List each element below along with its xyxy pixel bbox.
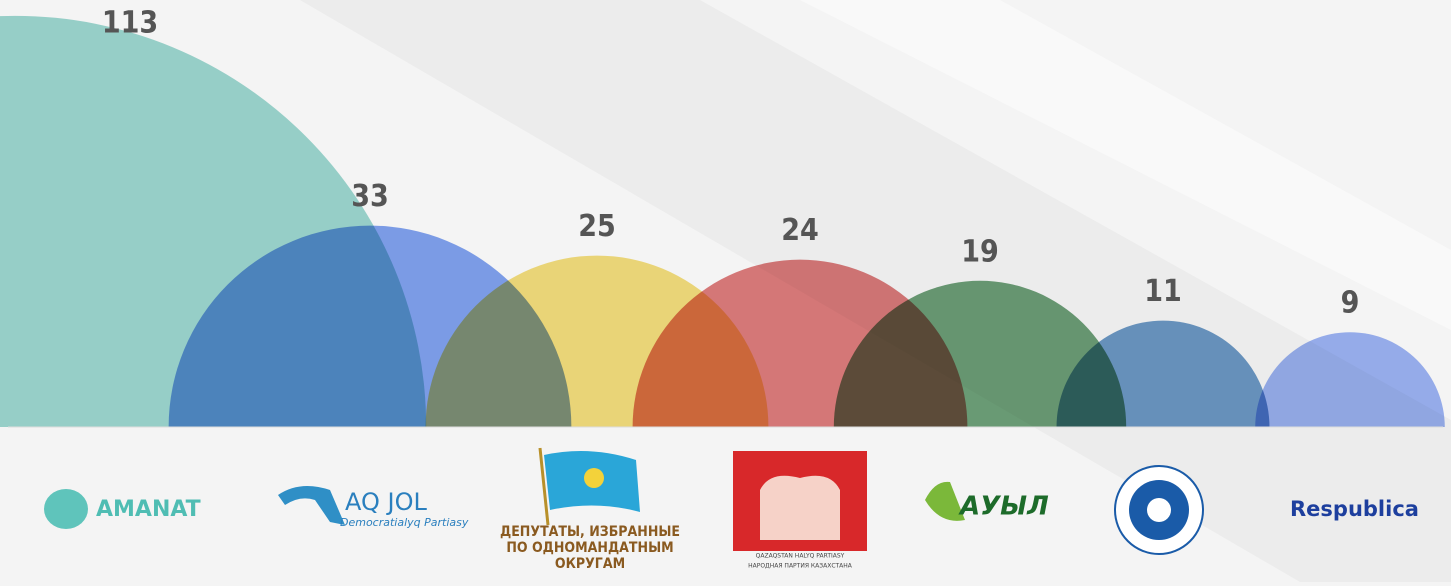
semicircle [833,280,1127,427]
value-label: 33 [351,179,389,214]
value-label: 9 [1341,286,1360,321]
party-label: Respublica [1290,497,1419,521]
semicircle [1056,320,1270,427]
party-label: QAZAQSTAN HALYQ PARTIASY [756,553,845,560]
value-labels: 113 33 25 24 19 11 9 [102,6,1360,321]
value-label: 113 [102,6,158,41]
democratic-icon-center [1147,498,1171,522]
flag-sun [584,468,604,488]
value-label: 11 [1144,274,1182,309]
plot [0,15,1445,427]
fists [760,475,840,540]
party-label: АУЫЛ [958,492,1049,522]
value-label: 25 [578,209,616,244]
aqjol-icon [278,486,345,525]
deputies-label: ДЕПУТАТЫ, ИЗБРАННЫЕ ПО ОДНОМАНДАТНЫМ ОКР… [499,524,681,572]
party-sublabel: НАРОДНАЯ ПАРТИЯ КАЗАХСТАНА [748,563,853,570]
auyl-icon [925,481,965,521]
party-label: ДЕПУТАТЫ, ИЗБРАННЫЕ ПО ОДНОМАНДАТНЫМ ОКР… [499,524,681,572]
semicircle [1255,332,1445,427]
value-label: 24 [781,213,819,248]
amanat-icon [44,489,88,529]
logos: AMANAT AQ JOL Democratialyq Partiasy ДЕП… [44,447,1419,572]
flag-pole [538,447,550,526]
party-sublabel: Democratialyq Partiasy [340,516,469,529]
party-label: AMANAT [96,497,201,522]
party-label: AQ JOL [345,488,427,516]
value-label: 19 [961,234,999,269]
